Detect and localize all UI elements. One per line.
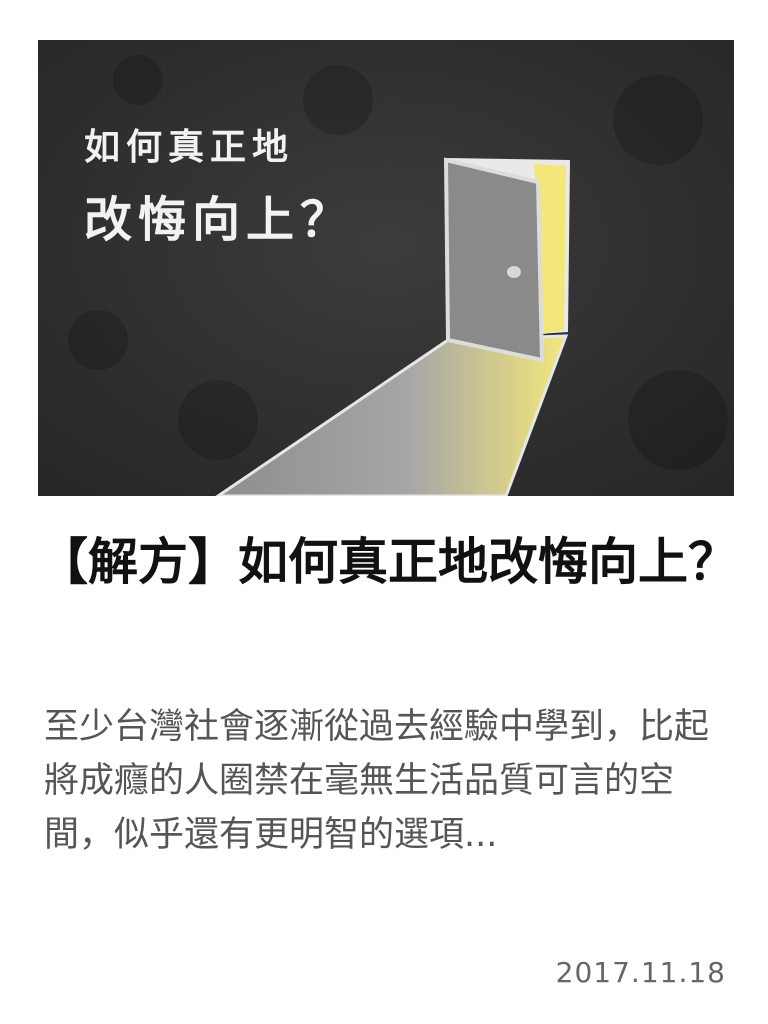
floor-light — [215, 334, 569, 496]
publish-date: 2017.11.18 — [555, 956, 726, 989]
door-illustration — [38, 40, 734, 496]
door-knob — [507, 266, 521, 278]
image-caption-line1: 如何真正地 — [84, 127, 295, 168]
image-caption-line2: 改悔向上？ — [84, 192, 355, 248]
article-title[interactable]: 【解方】如何真正地改悔向上？ — [38, 533, 738, 591]
article-summary: 至少台灣社會逐漸從過去經驗中學到，比起將成癮的人圈禁在毫無生活品質可言的空間，似… — [44, 707, 710, 855]
open-door — [443, 157, 545, 363]
article-image[interactable]: 如何真正地 改悔向上？ — [38, 40, 734, 496]
